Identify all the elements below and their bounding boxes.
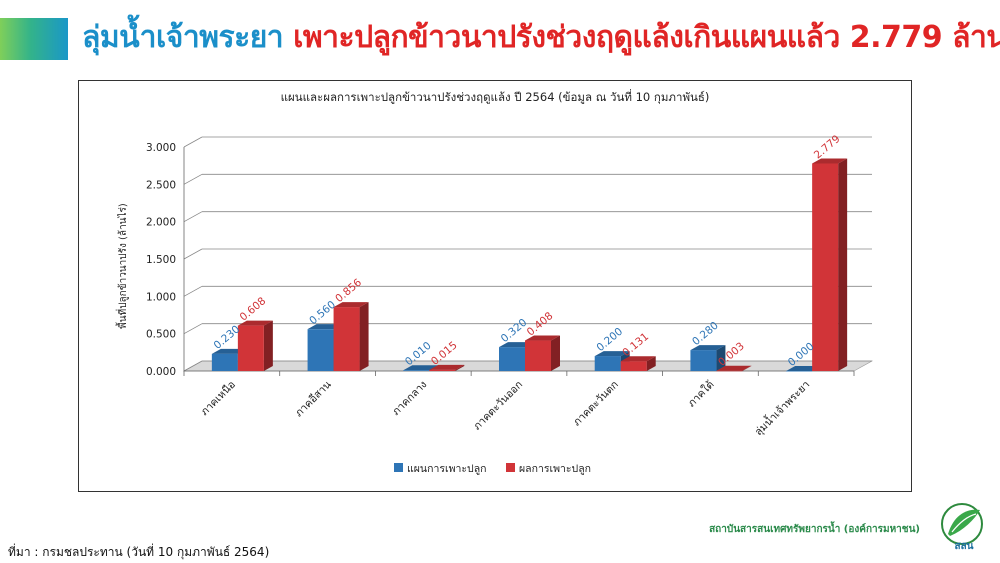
organization-name: สถาบันสารสนเทศทรัพยากรน้ำ (องค์การมหาชน) — [709, 524, 920, 535]
bar-actual — [525, 335, 560, 371]
legend-label: แผนการเพาะปลูก — [407, 463, 487, 475]
bar-side — [263, 320, 273, 371]
chart-title: แผนและผลการเพาะปลูกข้าวนาปรังช่วงฤดูแล้ง… — [281, 89, 710, 104]
grid-line-diagonal — [183, 285, 203, 297]
bar-side — [455, 364, 465, 371]
y-tick-label: 1.000 — [146, 291, 176, 303]
bar-front — [690, 350, 717, 371]
x-tick-label: ภาคตะวันออก — [471, 379, 525, 433]
grid-line-diagonal — [183, 211, 203, 223]
bar-front — [333, 307, 360, 371]
bar-front — [812, 163, 839, 371]
bar-top — [525, 335, 560, 341]
x-tick-labels: ภาคเหนือ ภาคอีสาน ภาคกลาง ภาคตะวันออก ภาคตะว… — [198, 377, 812, 438]
y-tick-label: 2.000 — [146, 217, 176, 229]
y-tick-label: 2.500 — [146, 179, 176, 191]
bar-top — [690, 345, 726, 351]
bar-actual — [620, 356, 656, 371]
bar-front — [211, 353, 238, 371]
bar-actual — [237, 320, 273, 371]
legend-swatch — [506, 463, 515, 472]
bar-top — [429, 364, 465, 370]
bar-actual — [429, 364, 465, 371]
bar-front — [620, 361, 647, 371]
bar-top — [403, 365, 439, 371]
title-basin: ลุ่มน้ำเจ้าพระยา — [82, 20, 284, 55]
bar-side — [359, 302, 369, 371]
bar-top — [594, 351, 630, 357]
bar-front — [786, 371, 813, 372]
bar-chart: แผนและผลการเพาะปลูกข้าวนาปรังช่วงฤดูแล้ง… — [115, 89, 874, 475]
y-axis-label: พื้นที่ปลูกข้าวนาปรัง (ล้านไร่) — [115, 203, 129, 329]
legend-item: แผนการเพาะปลูก — [394, 463, 487, 475]
page-title: ลุ่มน้ำเจ้าพระยา เพาะปลูกข้าวนาปรังช่วงฤ… — [82, 14, 1000, 61]
bar-top — [620, 356, 656, 362]
bar-front — [716, 370, 743, 372]
x-tick-label: ภาคเหนือ — [198, 378, 238, 418]
bar-side — [838, 158, 848, 371]
bar-front — [525, 340, 551, 371]
bar-top — [812, 158, 848, 164]
bar-plan — [690, 345, 726, 371]
x-tick-label: ภาคใต้ — [685, 378, 717, 410]
bar-front — [237, 325, 264, 371]
source-note: ที่มา : กรมชลประทาน (วันที่ 10 กุมภาพันธ… — [8, 545, 270, 559]
bars — [211, 158, 848, 372]
bar-top — [333, 302, 369, 308]
y-tick-label: 0.000 — [146, 366, 176, 378]
grid-line-diagonal — [183, 360, 203, 372]
bar-side — [551, 335, 560, 371]
bar-front — [499, 347, 525, 371]
bar-top — [237, 320, 273, 326]
grid-line-diagonal — [183, 248, 203, 260]
y-tick-label: 0.500 — [146, 329, 176, 341]
x-tick-label: ภาคกลาง — [390, 379, 429, 418]
x-tick-label: ภาคตะวันตก — [571, 379, 621, 429]
legend: แผนการเพาะปลูก ผลการเพาะปลูก — [394, 463, 591, 475]
legend-label: ผลการเพาะปลูก — [519, 463, 591, 475]
y-tick-label: 1.500 — [146, 254, 176, 266]
y-tick-label: 3.000 — [146, 142, 176, 154]
bar-actual — [716, 365, 752, 372]
grid-line-diagonal — [183, 173, 203, 185]
legend-item: ผลการเพาะปลูก — [506, 463, 591, 475]
grid-line-diagonal — [183, 323, 203, 335]
bar-side — [742, 365, 752, 371]
legend-swatch — [394, 463, 403, 472]
bar-front — [594, 356, 621, 371]
bar-side — [716, 345, 726, 371]
grid-line-diagonal — [183, 136, 203, 148]
chart-panel: แผนและผลการเพาะปลูกข้าวนาปรังช่วงฤดูแล้ง… — [78, 80, 912, 492]
bar-front — [307, 329, 334, 371]
bar-actual — [812, 158, 848, 371]
bar-front — [429, 369, 456, 371]
header-accent-bar — [0, 18, 68, 60]
x-tick-label: ลุ่มน้ำเจ้าพระยา — [751, 377, 812, 438]
bar-top — [716, 365, 752, 371]
organization-logo: สสน — [941, 503, 983, 552]
axes: 0.000 0.500 1.000 1.500 2.000 2.500 3.000 — [146, 142, 855, 378]
logo-text: สสน — [954, 541, 973, 552]
x-tick-label: ภาคอีสาน — [292, 378, 333, 419]
bar-front — [403, 370, 430, 371]
grid-lines — [182, 136, 874, 372]
title-headline: เพาะปลูกข้าวนาปรังช่วงฤดูแล้งเกินแผนแล้ว… — [293, 20, 1000, 55]
bar-actual — [333, 302, 369, 371]
bar-side — [646, 356, 656, 371]
